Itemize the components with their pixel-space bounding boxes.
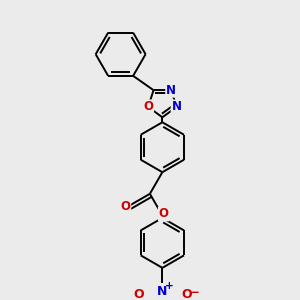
Text: −: − (190, 286, 200, 299)
Text: O: O (159, 208, 169, 220)
Text: O: O (133, 288, 143, 300)
Text: N: N (166, 84, 176, 97)
Text: O: O (120, 200, 130, 213)
Text: O: O (143, 100, 153, 113)
Text: N: N (172, 100, 182, 113)
Text: O: O (181, 288, 192, 300)
Text: +: + (164, 281, 173, 291)
Text: N: N (157, 285, 168, 298)
